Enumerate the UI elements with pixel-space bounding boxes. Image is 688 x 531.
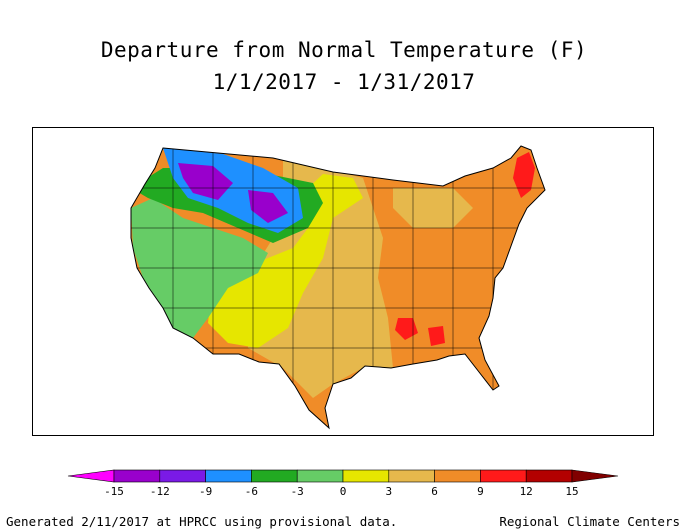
map-frame (32, 127, 654, 436)
legend-swatch (113, 469, 161, 483)
legend-tick-label: 6 (431, 485, 438, 498)
legend-swatch (205, 469, 252, 483)
legend-bar (67, 469, 619, 483)
region-deep-south-2 (428, 326, 445, 346)
legend-tick-label: 3 (385, 485, 392, 498)
legend-tick-label: 15 (565, 485, 578, 498)
legend-tick-label: -6 (245, 485, 258, 498)
legend-tick-label: -15 (104, 485, 124, 498)
generated-note: Generated 2/11/2017 at HPRCC using provi… (6, 514, 398, 529)
source-credit: Regional Climate Centers (499, 514, 680, 529)
region-southwest (208, 174, 363, 348)
state-borders (131, 146, 545, 428)
region-deep-south-1 (395, 318, 418, 340)
temperature-fill (131, 146, 545, 428)
legend-tick-label: 12 (520, 485, 533, 498)
legend-arrow-low (67, 469, 115, 483)
region-new-england (513, 152, 535, 198)
legend-swatch (525, 469, 573, 483)
legend-swatch (388, 469, 435, 483)
legend-swatch (480, 469, 527, 483)
legend-swatch (296, 469, 344, 483)
legend-tick-labels: -15 -12 -9 -6 -3 0 3 6 9 12 15 (104, 485, 579, 498)
legend-swatch (159, 469, 206, 483)
map-title: Departure from Normal Temperature (F) (100, 38, 588, 62)
legend-swatch (342, 469, 390, 483)
map-date-range: 1/1/2017 - 1/31/2017 (212, 70, 476, 94)
legend-tick-label: 0 (340, 485, 347, 498)
legend-swatch (434, 469, 481, 483)
legend-tick-label: 9 (477, 485, 484, 498)
region-northern-rockies-east (248, 190, 288, 223)
legend-swatch (251, 469, 298, 483)
legend-tick-label: -12 (150, 485, 170, 498)
legend-arrow-high (571, 469, 619, 483)
region-northern-rockies-west (178, 163, 233, 200)
us-temperature-map (130, 145, 546, 429)
legend-tick-label: -9 (199, 485, 212, 498)
legend-tick-label: -3 (291, 485, 304, 498)
color-legend: -15 -12 -9 -6 -3 0 3 6 9 12 15 (67, 469, 619, 498)
